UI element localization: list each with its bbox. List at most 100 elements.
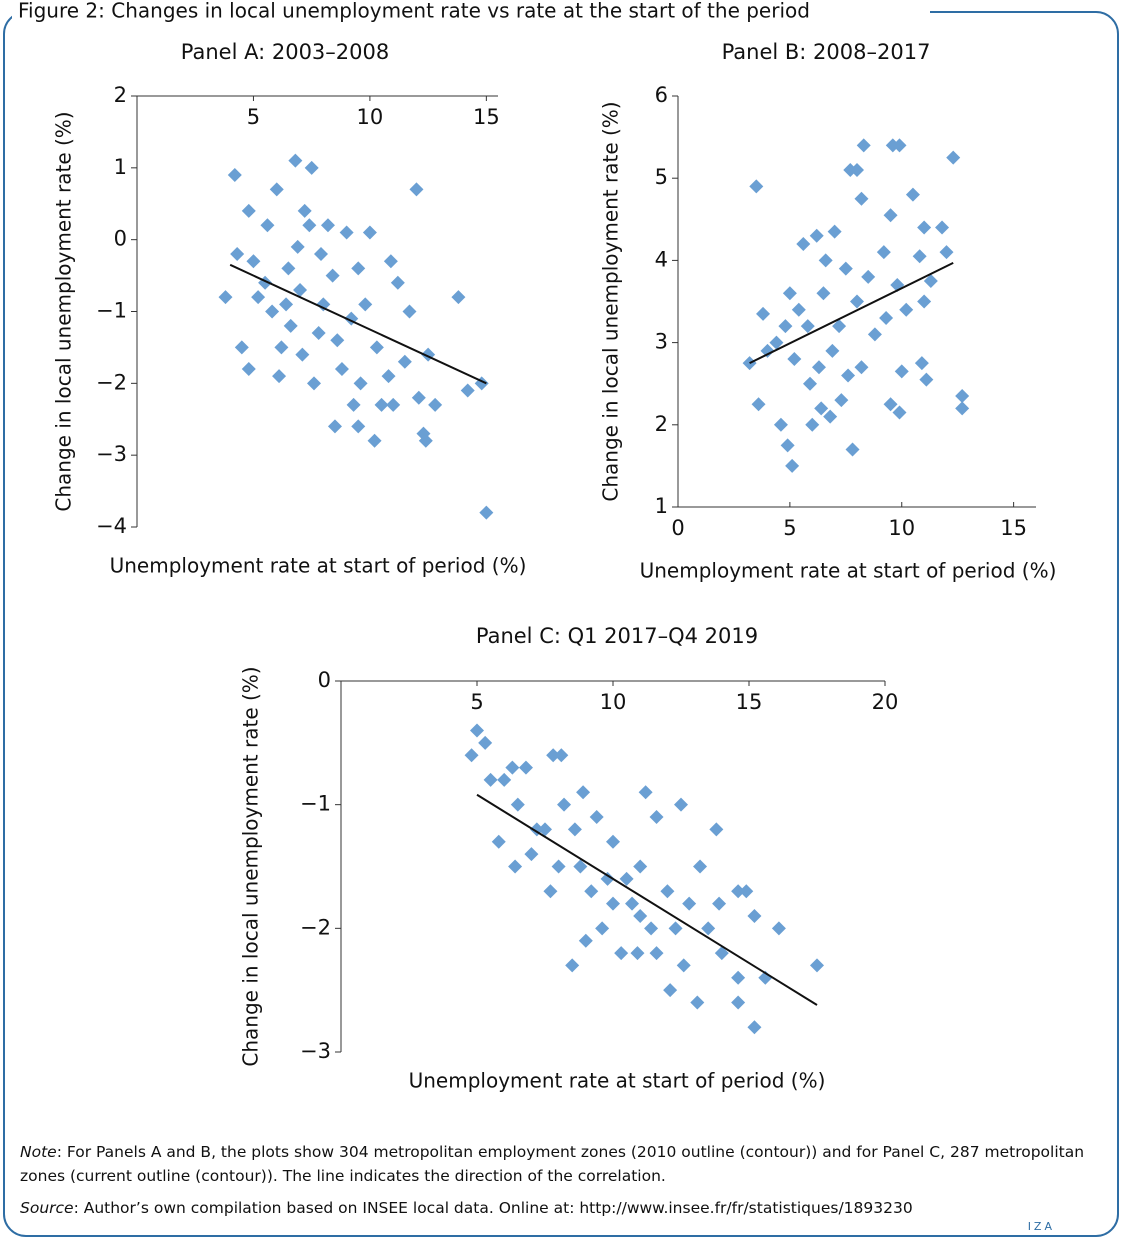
point bbox=[251, 290, 266, 305]
note-label: Note bbox=[20, 1143, 57, 1161]
title-bg bbox=[12, 0, 930, 26]
point bbox=[269, 182, 284, 197]
point bbox=[327, 419, 342, 434]
point bbox=[825, 343, 840, 358]
point bbox=[218, 290, 233, 305]
point bbox=[227, 168, 242, 183]
point bbox=[751, 397, 766, 412]
point bbox=[369, 340, 384, 355]
x-tick-label: 10 bbox=[357, 105, 384, 129]
y-tick-label: 5 bbox=[655, 165, 668, 189]
point bbox=[353, 376, 368, 391]
point bbox=[917, 220, 932, 235]
point bbox=[905, 187, 920, 202]
point bbox=[674, 797, 688, 812]
point bbox=[845, 442, 860, 457]
point bbox=[714, 946, 729, 961]
point bbox=[518, 760, 533, 775]
point bbox=[281, 261, 296, 276]
point bbox=[230, 247, 245, 262]
point bbox=[630, 946, 645, 961]
point bbox=[778, 319, 793, 334]
point bbox=[595, 921, 610, 936]
point bbox=[816, 286, 831, 301]
point bbox=[311, 326, 326, 341]
point bbox=[749, 179, 764, 194]
point bbox=[241, 361, 256, 376]
point bbox=[739, 884, 754, 899]
y-tick-label: 1 bbox=[655, 494, 668, 518]
logo: IZA bbox=[1027, 1220, 1055, 1233]
point bbox=[346, 397, 361, 412]
point bbox=[351, 261, 366, 276]
x-tick-label: 10 bbox=[888, 516, 915, 540]
point bbox=[325, 268, 340, 283]
point bbox=[955, 401, 970, 416]
point bbox=[712, 896, 727, 911]
point bbox=[850, 162, 864, 177]
point bbox=[234, 340, 249, 355]
point bbox=[265, 304, 280, 319]
point bbox=[293, 282, 308, 297]
point bbox=[241, 203, 256, 218]
point bbox=[334, 361, 349, 376]
point bbox=[780, 438, 795, 453]
point bbox=[633, 908, 648, 923]
point bbox=[800, 319, 815, 334]
point bbox=[796, 236, 811, 251]
point bbox=[923, 273, 938, 288]
point bbox=[390, 275, 405, 290]
point bbox=[260, 218, 275, 233]
point bbox=[782, 286, 797, 301]
point bbox=[834, 393, 849, 408]
y-tick-label: 0 bbox=[114, 227, 127, 251]
x-axis-label: Unemployment rate at start of period (%) bbox=[409, 1069, 826, 1093]
x-tick-label: 10 bbox=[600, 690, 627, 714]
point bbox=[246, 254, 261, 269]
point bbox=[803, 376, 818, 391]
point bbox=[856, 138, 871, 153]
point bbox=[288, 153, 303, 168]
point bbox=[478, 735, 493, 750]
point bbox=[850, 294, 864, 309]
point bbox=[554, 748, 569, 763]
point bbox=[411, 390, 426, 405]
point bbox=[551, 859, 566, 874]
point bbox=[295, 347, 310, 362]
point bbox=[690, 995, 705, 1010]
point bbox=[760, 343, 775, 358]
point bbox=[693, 859, 708, 874]
point bbox=[362, 225, 377, 240]
point bbox=[668, 921, 683, 936]
note: Note: For Panels A and B, the plots show… bbox=[20, 1140, 1110, 1188]
y-tick-label: 4 bbox=[655, 247, 668, 271]
point bbox=[894, 364, 909, 379]
point bbox=[576, 785, 591, 800]
y-tick-label: 1 bbox=[114, 155, 127, 179]
x-tick-label: 5 bbox=[783, 516, 796, 540]
point bbox=[914, 356, 929, 371]
point bbox=[787, 352, 802, 367]
y-tick-label: 2 bbox=[655, 412, 668, 436]
trend-line bbox=[229, 263, 487, 385]
point bbox=[451, 290, 466, 305]
point bbox=[823, 409, 838, 424]
point bbox=[912, 249, 927, 264]
y-tick-label: −4 bbox=[96, 514, 127, 538]
point bbox=[272, 369, 287, 384]
point bbox=[546, 748, 561, 763]
trend-line bbox=[749, 261, 954, 365]
point bbox=[619, 871, 634, 886]
point bbox=[814, 401, 829, 416]
x-tick-label: 0 bbox=[671, 516, 684, 540]
panel-title: Panel A: 2003–2008 bbox=[181, 40, 389, 64]
point bbox=[899, 302, 914, 317]
point bbox=[320, 218, 335, 233]
point bbox=[946, 150, 961, 165]
point bbox=[302, 218, 317, 233]
point bbox=[524, 847, 539, 862]
point bbox=[283, 318, 298, 333]
y-axis-label: Change in local unemployment rate (%) bbox=[239, 666, 263, 1066]
x-tick-label: 15 bbox=[473, 105, 500, 129]
